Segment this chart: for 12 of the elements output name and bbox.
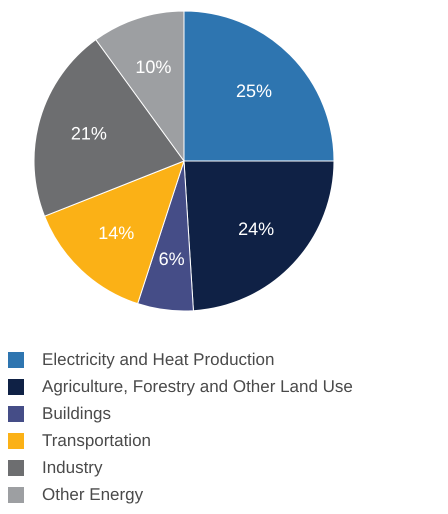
data-label: 25% bbox=[236, 80, 272, 101]
legend-label: Other Energy bbox=[42, 484, 144, 504]
legend-label: Agriculture, Forestry and Other Land Use bbox=[42, 376, 353, 396]
data-label: 14% bbox=[98, 223, 134, 244]
data-label: 24% bbox=[238, 218, 274, 239]
legend-label: Electricity and Heat Production bbox=[42, 350, 274, 370]
legend-label: Transportation bbox=[42, 430, 151, 450]
data-label: 6% bbox=[158, 249, 185, 270]
data-label: 21% bbox=[70, 123, 107, 144]
legend-label: Industry bbox=[42, 458, 102, 478]
legend-label: Buildings bbox=[42, 404, 111, 424]
data-label: 10% bbox=[135, 56, 172, 77]
